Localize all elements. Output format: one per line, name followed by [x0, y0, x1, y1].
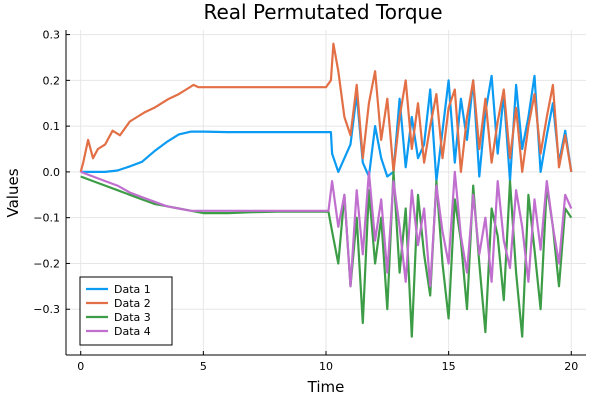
x-tick-label: 5 — [200, 360, 207, 373]
series-line-data-4 — [80, 170, 573, 288]
legend-label-data-4: Data 4 — [114, 325, 151, 338]
y-tick-label: −0.2 — [33, 257, 60, 270]
series-layer — [79, 42, 573, 338]
x-tick-label: 10 — [319, 360, 333, 373]
legend-label-data-3: Data 3 — [114, 311, 151, 324]
x-axis-label: Time — [307, 378, 345, 396]
legend-label-data-2: Data 2 — [114, 297, 151, 310]
series-line-data-2 — [79, 42, 573, 173]
x-tick-label: 15 — [442, 360, 456, 373]
chart-title: Real Permutated Torque — [203, 0, 442, 24]
series-line-data-1 — [80, 74, 573, 183]
y-tick-label: 0.1 — [43, 120, 61, 133]
y-tick-label: −0.1 — [33, 212, 60, 225]
axes: 0 5 10 15 20 −0.3 −0.2 −0.1 0.0 0.1 0.2 0.3 — [33, 29, 586, 373]
y-tick-label: −0.3 — [33, 303, 60, 316]
y-tick-label: 0.3 — [43, 29, 61, 42]
legend-label-data-1: Data 1 — [114, 283, 151, 296]
y-axis-label: Values — [4, 168, 22, 217]
y-tick-label: 0.2 — [43, 74, 61, 87]
x-tick-label: 20 — [564, 360, 578, 373]
x-tick-label: 0 — [77, 360, 84, 373]
y-tick-label: 0.0 — [43, 166, 61, 179]
